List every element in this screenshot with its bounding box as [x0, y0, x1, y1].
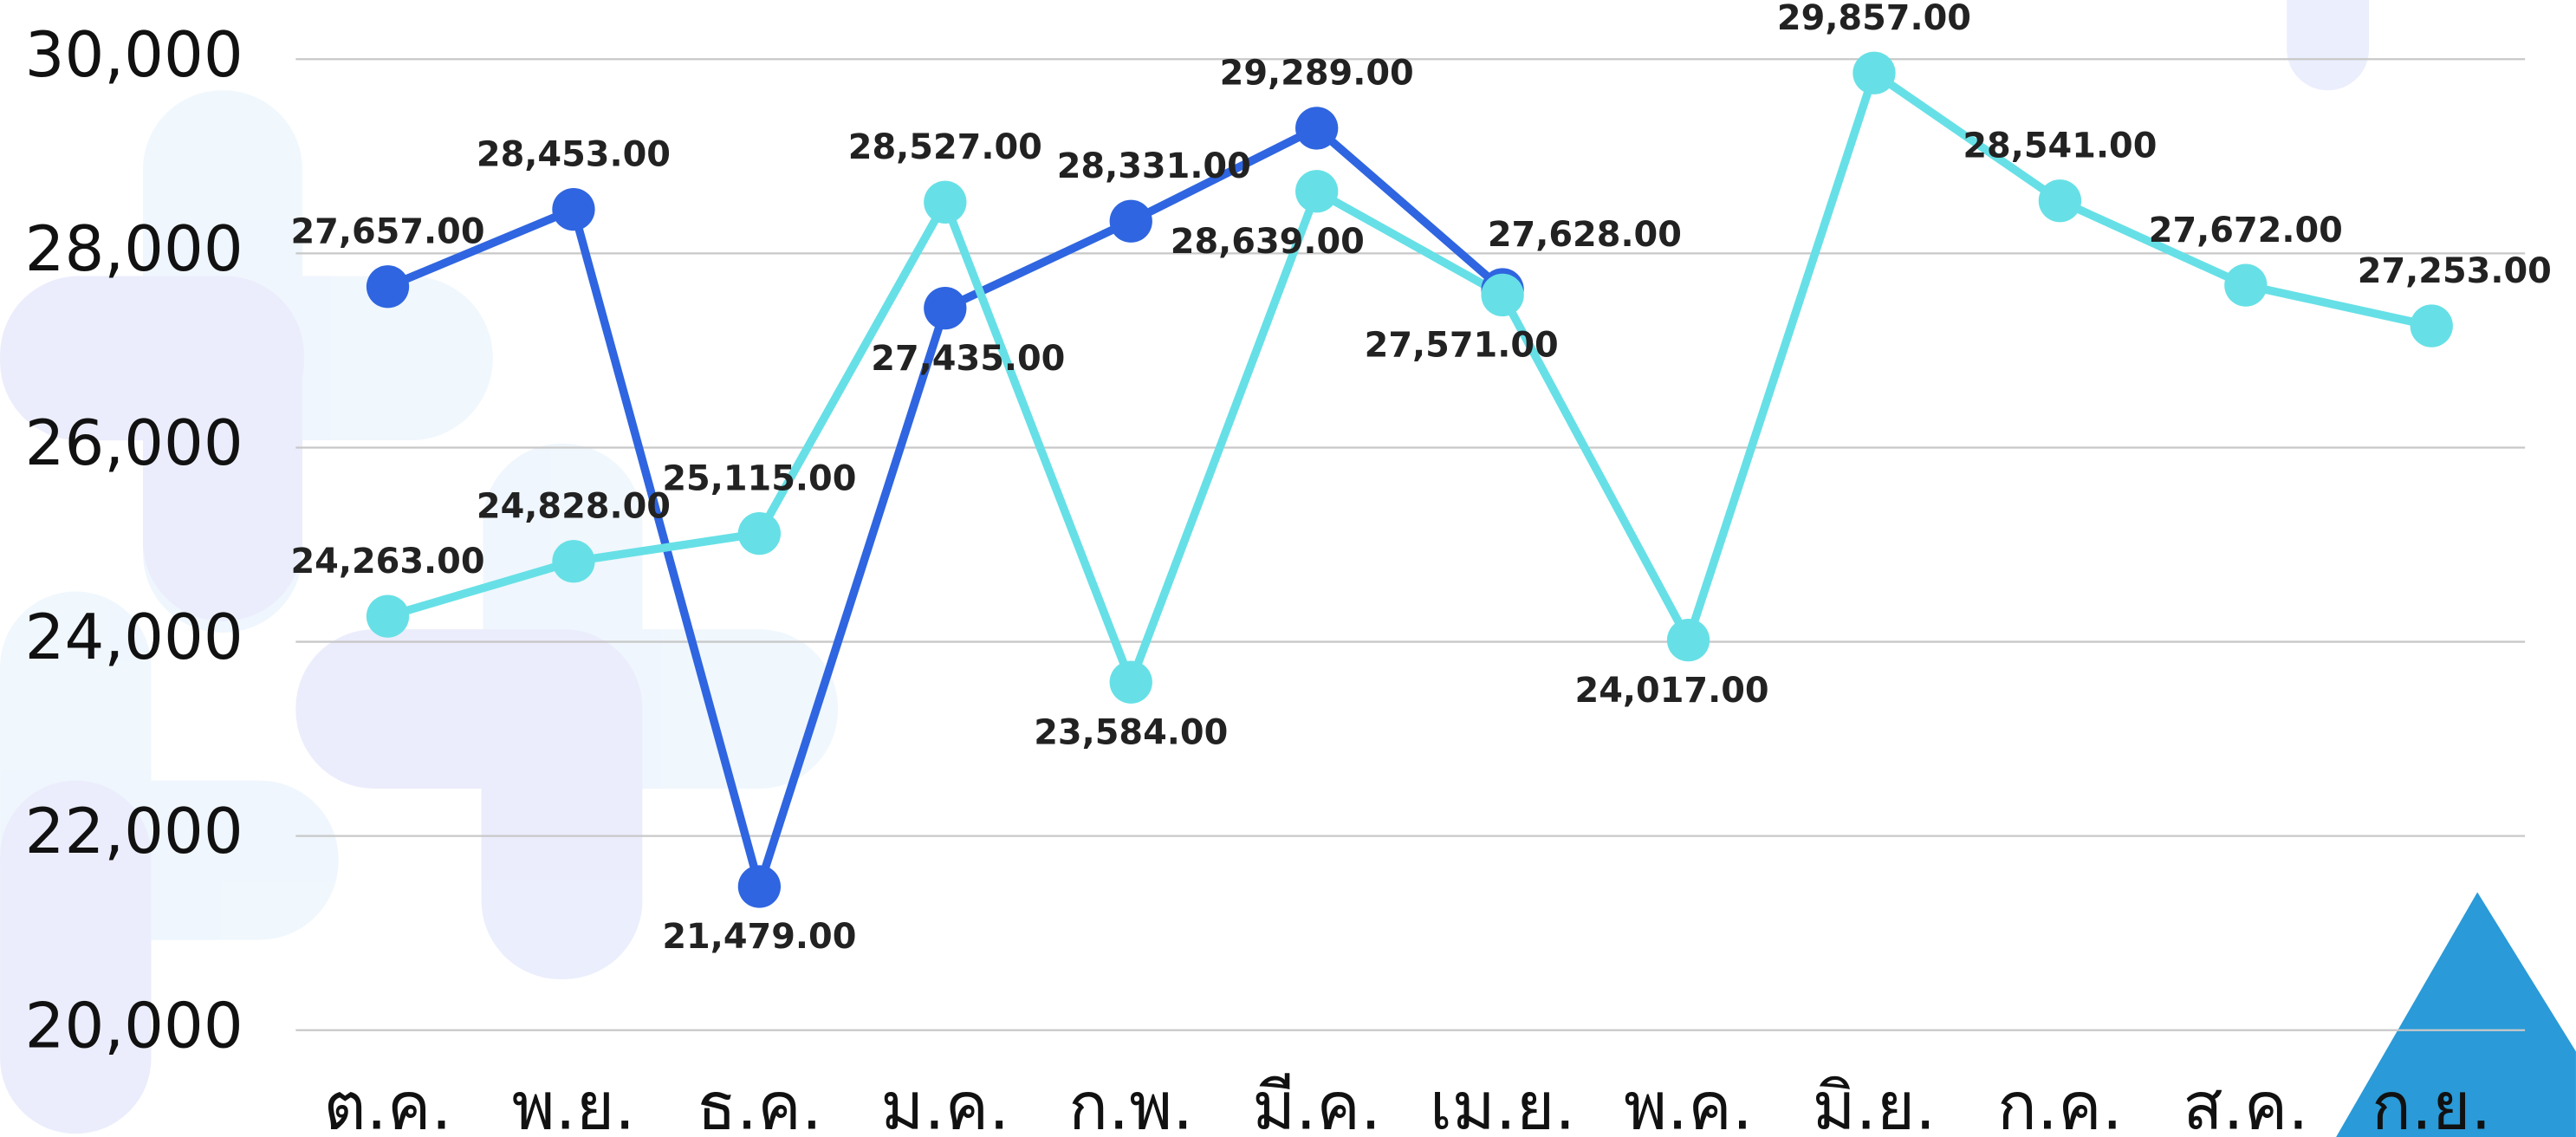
- data-point: [366, 594, 410, 638]
- data-label: 27,672.00: [2149, 211, 2343, 250]
- y-tick-label: 30,000: [25, 18, 243, 91]
- x-tick-label: พ.ย.: [512, 1069, 636, 1137]
- data-label: 21,479.00: [662, 917, 856, 957]
- data-point: [737, 511, 782, 556]
- data-point: [1853, 51, 1896, 94]
- data-label: 28,639.00: [1171, 222, 1365, 262]
- data-label: 28,453.00: [477, 134, 671, 174]
- data-point: [2410, 304, 2453, 348]
- data-point: [924, 287, 967, 330]
- data-label: 28,331.00: [1057, 146, 1251, 186]
- y-tick-label: 20,000: [25, 989, 243, 1062]
- data-label: 25,115.00: [662, 458, 856, 498]
- x-tick-label: ต.ค.: [323, 1069, 451, 1137]
- x-tick-label: มิ.ย.: [1813, 1069, 1937, 1137]
- data-label: 27,253.00: [2358, 251, 2552, 291]
- decor-triangle: [2336, 892, 2576, 1137]
- data-point: [2038, 179, 2082, 223]
- y-tick-label: 22,000: [25, 795, 243, 867]
- y-tick-label: 24,000: [25, 601, 243, 673]
- y-tick-label: 26,000: [25, 406, 243, 479]
- data-point: [366, 265, 410, 309]
- x-tick-label: พ.ค.: [1624, 1069, 1753, 1137]
- series-line: [386, 68, 2433, 686]
- data-label: 23,584.00: [1034, 712, 1228, 752]
- data-point: [1666, 619, 1710, 662]
- data-label: 24,828.00: [477, 487, 671, 527]
- data-point: [1109, 660, 1152, 704]
- x-tick-label: ธ.ค.: [697, 1069, 822, 1137]
- x-tick-label: ส.ค.: [2183, 1069, 2308, 1137]
- data-point: [2224, 263, 2268, 307]
- x-tick-label: ก.ย.: [2372, 1069, 2492, 1137]
- data-label: 28,527.00: [848, 127, 1042, 167]
- data-label: 27,571.00: [1365, 326, 1559, 366]
- data-point: [924, 180, 967, 224]
- data-point: [737, 865, 782, 908]
- data-point: [552, 540, 595, 583]
- data-point: [1295, 107, 1339, 150]
- data-label: 29,289.00: [1220, 54, 1414, 94]
- x-tick-label: ก.ค.: [1997, 1069, 2123, 1137]
- data-label: 27,657.00: [290, 212, 484, 252]
- data-label: 27,628.00: [1488, 215, 1682, 255]
- data-point: [1109, 199, 1152, 243]
- background-decoration: [0, 0, 2370, 1134]
- data-label: 24,017.00: [1575, 671, 1769, 711]
- x-tick-label: ก.พ.: [1068, 1069, 1193, 1137]
- data-label: 24,263.00: [290, 542, 484, 581]
- data-label: 28,541.00: [1963, 127, 2157, 166]
- data-point: [1295, 170, 1339, 213]
- y-tick-label: 28,000: [25, 212, 243, 285]
- x-tick-label: ม.ค.: [880, 1069, 1009, 1137]
- data-point: [1481, 273, 1524, 317]
- data-label: 29,857.00: [1777, 0, 1971, 38]
- x-tick-label: เม.ย.: [1430, 1069, 1576, 1137]
- x-tick-label: มี.ค.: [1252, 1069, 1381, 1137]
- data-point: [552, 187, 595, 231]
- data-label: 27,435.00: [871, 339, 1065, 379]
